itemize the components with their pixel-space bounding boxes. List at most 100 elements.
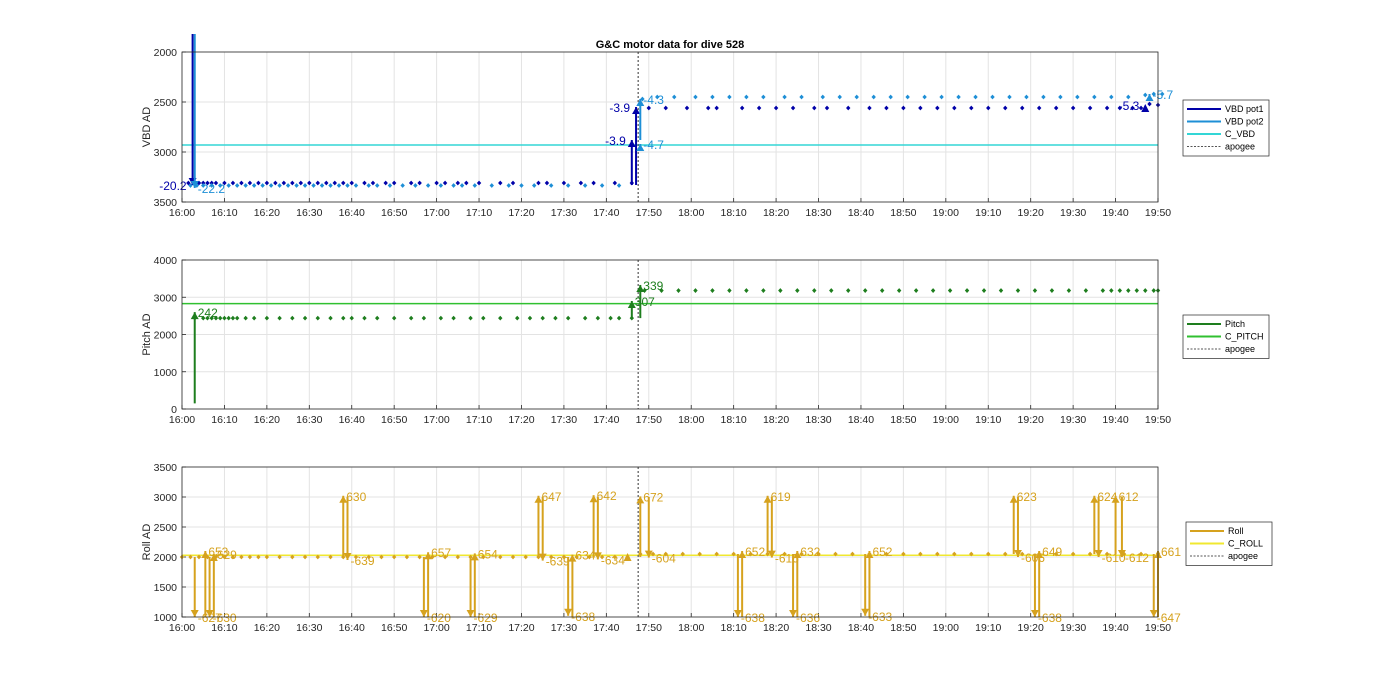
data-point — [256, 554, 261, 560]
motor-move-label: 624 — [1097, 490, 1117, 504]
data-point — [956, 94, 961, 100]
data-point — [820, 94, 825, 100]
x-tick-label: 17:30 — [551, 414, 577, 426]
data-point — [532, 183, 537, 188]
data-point — [1126, 288, 1131, 293]
data-point — [315, 315, 320, 321]
data-point — [1020, 105, 1025, 111]
x-tick-label: 19:00 — [933, 622, 959, 634]
y-tick-label: 2500 — [154, 522, 178, 534]
x-tick-label: 16:10 — [211, 207, 237, 219]
x-tick-label: 18:10 — [721, 622, 747, 634]
motor-move-arrowhead — [1111, 495, 1120, 503]
data-point — [328, 315, 333, 321]
motor-move-arrowhead — [190, 610, 199, 617]
x-tick-label: 19:20 — [1018, 207, 1044, 219]
data-point — [1143, 92, 1148, 98]
data-point — [655, 94, 660, 100]
data-point — [315, 180, 320, 186]
motor-move-arrowhead — [636, 99, 645, 106]
x-tick-label: 19:40 — [1102, 207, 1128, 219]
data-point — [744, 288, 749, 293]
legend-label: C_ROLL — [1228, 539, 1263, 549]
x-tick-label: 16:40 — [339, 207, 365, 219]
data-point — [969, 105, 974, 111]
motor-move-arrowhead — [1035, 551, 1044, 558]
data-point — [328, 554, 333, 560]
data-point — [964, 288, 970, 293]
x-tick-label: 19:20 — [1018, 414, 1044, 426]
motor-move-arrowhead — [1141, 104, 1150, 112]
data-point — [1109, 94, 1114, 100]
motor-move-label: 661 — [1161, 545, 1181, 559]
x-tick-label: 19:10 — [975, 622, 1001, 634]
data-point — [782, 551, 787, 557]
x-tick-label: 16:20 — [254, 622, 280, 634]
x-tick-label: 17:20 — [508, 622, 534, 634]
data-point — [1138, 105, 1144, 111]
data-point — [510, 554, 516, 560]
data-point — [362, 315, 367, 321]
data-point — [854, 94, 859, 100]
data-point — [217, 183, 223, 188]
data-point — [201, 183, 206, 188]
data-point — [285, 183, 291, 188]
data-point — [871, 94, 876, 100]
y-tick-label: 0 — [171, 404, 177, 416]
motor-move-arrowhead — [538, 553, 547, 561]
motor-move-arrowhead — [627, 140, 636, 147]
x-tick-label: 19:10 — [975, 414, 1001, 426]
data-point — [1138, 551, 1144, 557]
motor-move-label: 642 — [597, 489, 617, 503]
data-point — [553, 315, 558, 321]
data-point — [417, 554, 422, 560]
data-point — [952, 551, 957, 557]
data-point — [574, 554, 579, 560]
data-point — [243, 183, 248, 188]
x-tick-label: 18:40 — [848, 622, 874, 634]
motor-move-arrowhead — [466, 610, 475, 617]
motor-move-label: -5.7 — [1153, 88, 1174, 102]
data-point — [591, 180, 596, 186]
data-point — [226, 315, 231, 321]
data-point — [697, 551, 702, 557]
y-tick-label: 1000 — [154, 367, 178, 379]
data-point — [540, 315, 545, 321]
x-tick-label: 19:00 — [933, 207, 959, 219]
motor-move-arrowhead — [789, 610, 798, 617]
motor-move-label: -3.9 — [609, 101, 630, 115]
x-tick-label: 19:40 — [1102, 622, 1128, 634]
data-point — [194, 183, 200, 188]
motor-move-label: 649 — [1042, 545, 1062, 559]
motor-move-label: 654 — [478, 547, 498, 561]
x-tick-label: 17:10 — [466, 207, 492, 219]
chart-panels: 16:00 16:10 16:20 16:30 16:40 16:50 17:00 17:10… — [141, 34, 1273, 634]
chart-panel-2: 16:00 16:10 16:20 16:30 16:40 16:50 17:00 17:10… — [141, 255, 1270, 426]
data-point — [1036, 105, 1042, 111]
data-point — [799, 551, 804, 557]
motor-move-label: -604 — [652, 552, 676, 566]
data-point — [1126, 94, 1131, 100]
data-point — [459, 183, 465, 188]
data-point — [277, 315, 282, 321]
data-point — [1053, 551, 1059, 557]
motor-move-arrowhead — [205, 610, 214, 617]
motor-move-arrowhead — [636, 144, 645, 151]
x-tick-label: 16:50 — [381, 414, 407, 426]
data-point — [294, 183, 299, 188]
data-point — [1160, 91, 1165, 97]
data-point — [714, 551, 719, 557]
x-tick-label: 19:30 — [1060, 414, 1086, 426]
data-point — [451, 315, 456, 321]
data-point — [498, 180, 503, 186]
motor-move-label: -615 — [775, 552, 799, 566]
data-point — [391, 315, 397, 321]
motor-move-label: 657 — [431, 546, 451, 560]
data-point — [510, 180, 516, 186]
data-point — [901, 105, 906, 111]
data-point — [939, 94, 944, 100]
data-point — [1117, 105, 1123, 111]
data-point — [366, 554, 371, 560]
data-point — [981, 288, 987, 293]
motor-move-arrowhead — [644, 550, 653, 558]
